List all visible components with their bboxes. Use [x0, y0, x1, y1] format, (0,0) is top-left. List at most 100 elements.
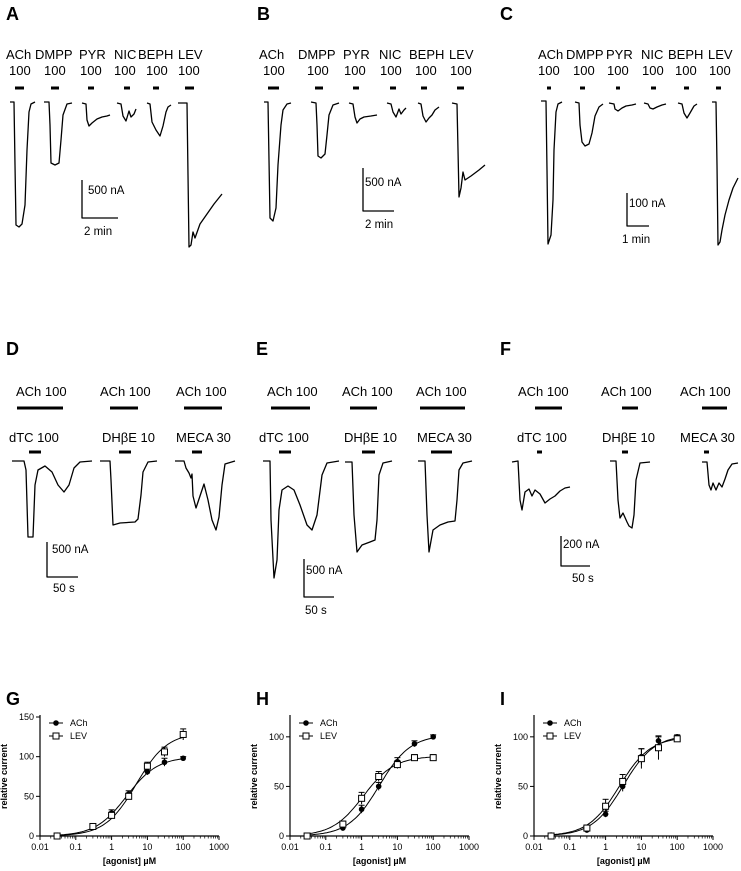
drug-label: NIC — [641, 47, 663, 62]
conc-label: 100 — [263, 63, 285, 78]
y-tick-label: 0 — [523, 831, 528, 841]
conc-label: 100 — [9, 63, 31, 78]
x-tick-label: 0.1 — [70, 842, 83, 852]
data-point-lev — [179, 730, 187, 738]
conc-label: 100 — [344, 63, 366, 78]
panel-letter: G — [6, 689, 20, 709]
chart-I: I 0.01 0.1 1 10 100 1000 0 50 100 [agonist] µM rela… — [493, 689, 723, 866]
antagonist-label: DHβE 10 — [602, 430, 655, 445]
agonist-label: ACh 100 — [100, 384, 151, 399]
antagonist-label: MECA 30 — [176, 430, 231, 445]
panel-F: F ACh 100 ACh 100 ACh 100 dTC 100 DHβE 1… — [500, 339, 739, 585]
y-tick-label: 0 — [29, 831, 34, 841]
drug-label: PYR — [343, 47, 370, 62]
scale-y-label: 500 nA — [88, 185, 125, 197]
data-point-lev — [619, 777, 627, 785]
drug-label: ACh — [259, 47, 284, 62]
data-point-ach — [411, 740, 418, 747]
chart-G: G 0.01 0.1 1 10 100 1000 0 50 100 150 [agonist] µM r… — [0, 689, 229, 866]
legend-label: ACh — [320, 718, 338, 728]
drug-label: DMPP — [566, 47, 604, 62]
data-point-ach — [375, 783, 382, 790]
data-point-ach — [144, 768, 151, 775]
scale-bar-lines — [626, 193, 649, 227]
panel-letter: D — [6, 339, 19, 359]
panel-letter: F — [500, 339, 511, 359]
x-tick-label: 0.01 — [31, 842, 49, 852]
y-tick-label: 0 — [279, 831, 284, 841]
scale-x-label: 1 min — [622, 234, 650, 246]
conc-label: 100 — [709, 63, 731, 78]
scale-y-label: 500 nA — [365, 177, 402, 189]
data-point-lev — [160, 748, 168, 756]
data-point-ach — [180, 755, 186, 762]
current-traces — [12, 460, 236, 538]
drug-label: PYR — [79, 47, 106, 62]
panel-letter: I — [500, 689, 505, 709]
panel-letter: H — [256, 689, 269, 709]
current-traces — [10, 101, 223, 248]
data-point-lev — [602, 802, 610, 810]
scale-x-label: 2 min — [365, 219, 393, 231]
legend-label: LEV — [320, 731, 337, 741]
x-tick-label: 10 — [392, 842, 402, 852]
data-point-lev — [673, 735, 681, 743]
x-tick-label: 100 — [176, 842, 191, 852]
x-tick-label: 1000 — [209, 842, 229, 852]
conc-label: 100 — [573, 63, 595, 78]
scale-bar-lines — [303, 559, 334, 598]
data-point-lev — [125, 792, 133, 800]
x-tick-label: 1 — [109, 842, 114, 852]
drug-label: DMPP — [298, 47, 336, 62]
drug-label: DMPP — [35, 47, 73, 62]
drug-label: LEV — [178, 47, 203, 62]
scale-bar: 500 nA 2 min — [362, 168, 402, 231]
antagonist-label: DHβE 10 — [102, 430, 155, 445]
fit-curve-ach — [307, 737, 433, 836]
scale-y-label: 500 nA — [52, 544, 89, 556]
scale-y-label: 100 nA — [629, 198, 666, 210]
y-tick-label: 100 — [19, 752, 34, 762]
x-tick-label: 0.01 — [281, 842, 299, 852]
data-point-lev — [108, 811, 116, 819]
data-point-lev — [375, 773, 383, 780]
scale-x-label: 50 s — [305, 605, 327, 617]
chart-H: H 0.01 0.1 1 10 100 1000 0 50 100 [agonist] µM rela… — [249, 689, 479, 866]
scale-bar-lines — [560, 536, 590, 567]
x-tick-label: 0.01 — [525, 842, 543, 852]
conc-label: 100 — [450, 63, 472, 78]
antagonist-label: MECA 30 — [417, 430, 472, 445]
drug-label: BEPH — [138, 47, 173, 62]
panel-letter: C — [500, 4, 513, 24]
legend-label: ACh — [70, 718, 88, 728]
data-point-ach — [161, 759, 168, 766]
y-tick-label: 150 — [19, 712, 34, 722]
conc-label: 100 — [80, 63, 102, 78]
scale-x-label: 50 s — [572, 573, 594, 585]
x-tick-label: 0.1 — [320, 842, 333, 852]
legend-label: LEV — [70, 731, 87, 741]
agonist-label: ACh 100 — [267, 384, 318, 399]
drug-label: ACh — [538, 47, 563, 62]
conc-label: 100 — [380, 63, 402, 78]
legend-marker — [302, 732, 310, 740]
conc-label: 100 — [114, 63, 136, 78]
scale-bar-lines — [81, 180, 118, 219]
conc-label: 100 — [642, 63, 664, 78]
application-bars — [17, 406, 222, 454]
x-tick-label: 10 — [636, 842, 646, 852]
current-traces — [511, 460, 739, 529]
conc-label: 100 — [44, 63, 66, 78]
drug-label: LEV — [708, 47, 733, 62]
agonist-label: ACh 100 — [342, 384, 393, 399]
y-axis-label: relative current — [249, 744, 259, 809]
x-tick-label: 100 — [670, 842, 685, 852]
antagonist-label: MECA 30 — [680, 430, 735, 445]
scale-bar: 200 nA 50 s — [560, 536, 600, 585]
agonist-label: ACh 100 — [176, 384, 227, 399]
y-tick-label: 50 — [24, 791, 34, 801]
fit-curve-lev — [307, 756, 433, 835]
scale-bar: 100 nA 1 min — [622, 193, 666, 246]
legend-marker — [303, 720, 309, 726]
data-point-lev — [358, 794, 366, 802]
